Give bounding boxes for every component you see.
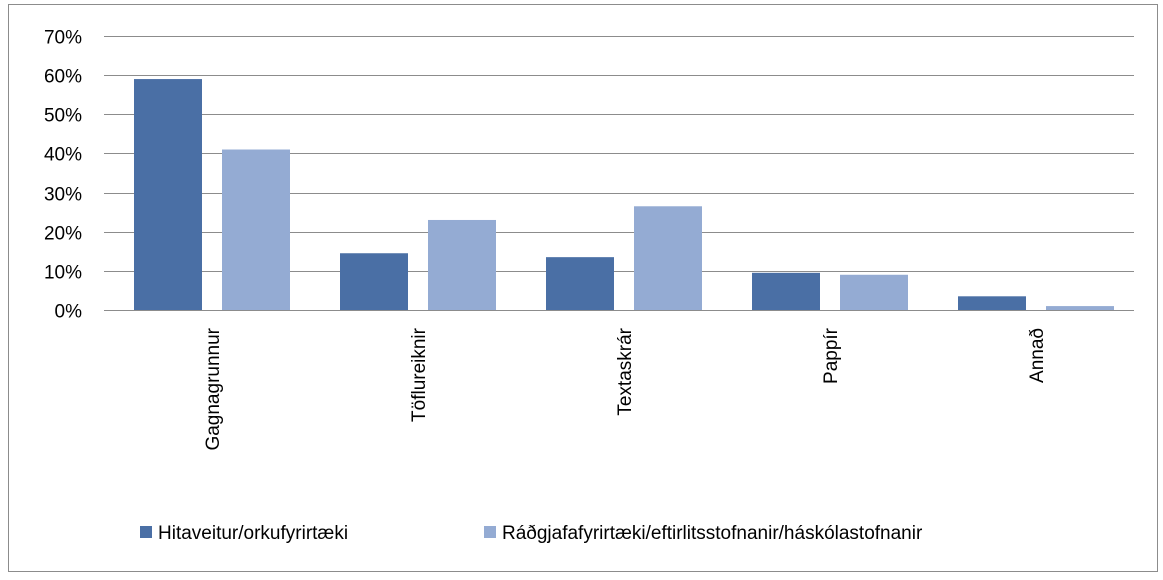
bar-series1-1 bbox=[340, 253, 408, 310]
bar-series2-3 bbox=[840, 274, 908, 310]
category-labels: Gagnagrunnur Töflureiknir Textaskrár Pappír… bbox=[203, 327, 1048, 450]
category-label: Gagnagrunnur bbox=[203, 327, 224, 450]
y-tick-label: 60% bbox=[44, 67, 82, 88]
y-tick-label: 30% bbox=[44, 185, 82, 206]
category-label: Pappír bbox=[821, 327, 842, 384]
bar-series2-0 bbox=[222, 149, 290, 310]
y-tick-label: 0% bbox=[55, 302, 83, 323]
category-label: Annað bbox=[1027, 328, 1048, 383]
bar-series2-4 bbox=[1046, 306, 1114, 310]
legend-swatch bbox=[140, 526, 152, 538]
legend-swatch bbox=[484, 526, 496, 538]
y-tick-label: 20% bbox=[44, 224, 82, 245]
bar-series1-0 bbox=[134, 79, 202, 310]
category-label: Textaskrár bbox=[615, 327, 636, 415]
y-tick-label: 10% bbox=[44, 263, 82, 284]
bars bbox=[134, 79, 1114, 310]
bar-series1-4 bbox=[958, 296, 1026, 310]
legend: Hitaveitur/orkufyrirtæki Ráðgjafafyrirtæk… bbox=[140, 523, 923, 544]
bar-series1-3 bbox=[752, 272, 820, 310]
bar-series2-1 bbox=[428, 219, 496, 310]
legend-label: Hitaveitur/orkufyrirtæki bbox=[158, 523, 348, 544]
y-axis-ticks: 0% 10% 20% 30% 40% 50% 60% 70% bbox=[44, 28, 82, 323]
y-tick-label: 40% bbox=[44, 145, 82, 166]
bar-series2-2 bbox=[634, 206, 702, 310]
category-label: Töflureiknir bbox=[409, 327, 430, 422]
legend-label: Ráðgjafafyrirtæki/eftirlitsstofnanir/hás… bbox=[502, 523, 923, 544]
y-tick-label: 70% bbox=[44, 28, 82, 49]
bar-series1-2 bbox=[546, 257, 614, 310]
y-tick-label: 50% bbox=[44, 106, 82, 127]
